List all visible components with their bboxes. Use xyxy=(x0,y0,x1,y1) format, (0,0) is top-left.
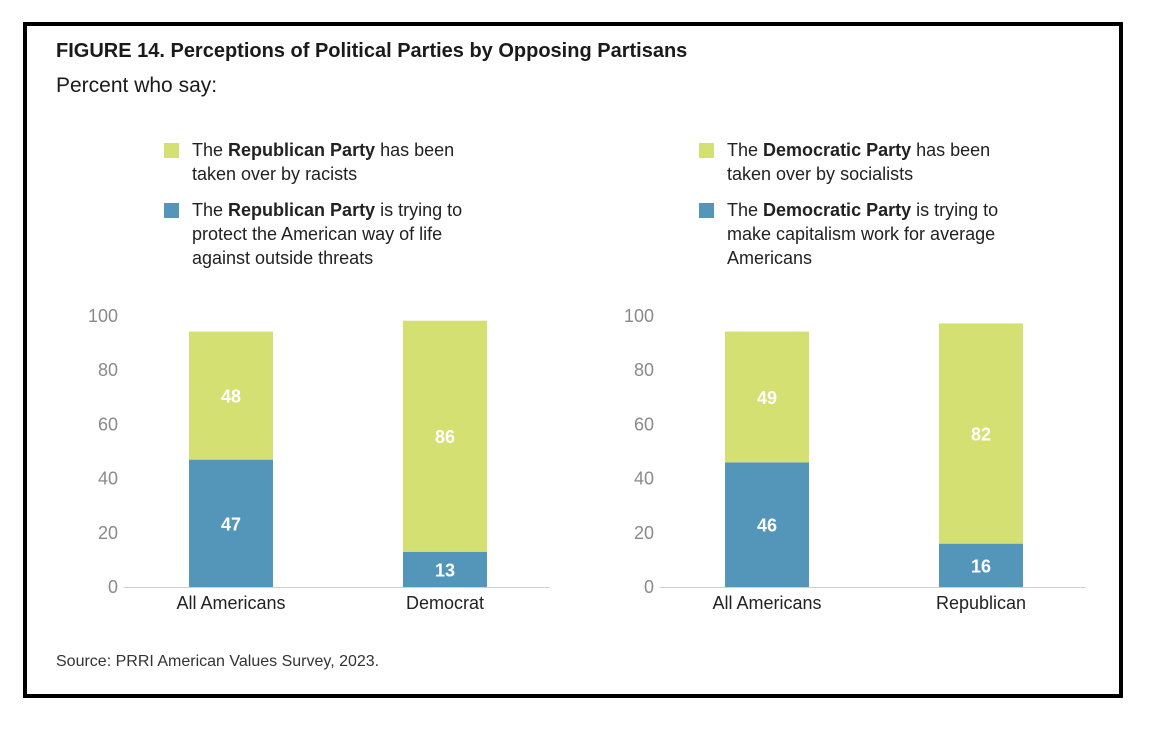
y-tick-label: 60 xyxy=(634,414,654,434)
bar-segment xyxy=(403,551,487,587)
legend-swatch-green xyxy=(164,143,179,158)
charts-svg: 0 20 40 60 80 100 47 48 All Americans 13 86 Democra… xyxy=(88,306,1086,613)
y-tick-label: 0 xyxy=(108,577,118,597)
y-tick-label: 20 xyxy=(634,523,654,543)
figure-subtitle: Percent who say: xyxy=(56,74,218,97)
category-label: All Americans xyxy=(712,593,821,613)
data-label: 86 xyxy=(435,427,455,447)
legend-text: The Democratic Party has been taken over… xyxy=(727,140,991,184)
source-note: Source: PRRI American Values Survey, 202… xyxy=(56,653,380,670)
y-tick-label: 40 xyxy=(98,469,118,489)
legend-text: The Republican Party is trying to protec… xyxy=(192,200,463,268)
bar-segment xyxy=(725,331,809,463)
data-label: 16 xyxy=(971,556,991,576)
legend-item: The Republican Party is trying to protec… xyxy=(164,198,484,270)
category-label: All Americans xyxy=(176,593,285,613)
bar-segment xyxy=(189,459,273,587)
figure-frame: FIGURE 14. Perceptions of Political Part… xyxy=(23,22,1123,698)
legend-text: The Republican Party has been taken over… xyxy=(192,140,455,184)
y-tick-label: 40 xyxy=(634,469,654,489)
data-label: 46 xyxy=(757,516,777,536)
legend-swatch-blue xyxy=(699,203,714,218)
data-label: 49 xyxy=(757,388,777,408)
legend-text: The Democratic Party is trying to make c… xyxy=(727,200,999,268)
y-tick-label: 0 xyxy=(644,577,654,597)
data-label: 47 xyxy=(221,514,241,534)
data-label: 82 xyxy=(971,425,991,445)
bar-segment xyxy=(725,462,809,587)
bar-segment xyxy=(189,331,273,460)
data-label: 13 xyxy=(435,560,455,580)
y-tick-label: 60 xyxy=(98,414,118,434)
y-tick-label: 100 xyxy=(624,306,654,326)
bar-segment xyxy=(939,543,1023,587)
legend-right: The Democratic Party has been taken over… xyxy=(699,138,1019,282)
y-tick-label: 80 xyxy=(634,360,654,380)
bar-segment xyxy=(403,320,487,552)
data-label: 48 xyxy=(221,387,241,407)
legend-item: The Democratic Party has been taken over… xyxy=(699,138,1019,186)
figure-title: FIGURE 14. Perceptions of Political Part… xyxy=(56,40,688,62)
y-tick-label: 80 xyxy=(98,360,118,380)
legend-swatch-green xyxy=(699,143,714,158)
bar-segment xyxy=(939,323,1023,544)
y-tick-label: 100 xyxy=(88,306,118,326)
legend-left: The Republican Party has been taken over… xyxy=(164,138,484,282)
chart-2: 0 20 40 60 80 100 46 49 All Americans 16 82 Republi… xyxy=(624,306,1086,613)
chart-1: 0 20 40 60 80 100 47 48 All Americans 13 86 Democra… xyxy=(88,306,550,613)
category-label: Democrat xyxy=(406,593,484,613)
legend-item: The Democratic Party is trying to make c… xyxy=(699,198,1019,270)
legend-item: The Republican Party has been taken over… xyxy=(164,138,484,186)
category-label: Republican xyxy=(936,593,1026,613)
y-tick-label: 20 xyxy=(98,523,118,543)
legend-swatch-blue xyxy=(164,203,179,218)
